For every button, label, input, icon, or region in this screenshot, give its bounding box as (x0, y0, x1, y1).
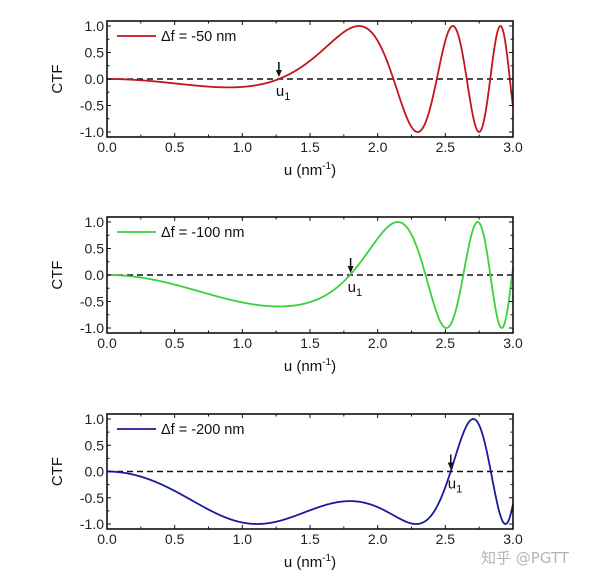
arrow-head-icon (447, 462, 454, 470)
y-tick-label: 0.0 (85, 267, 105, 283)
watermark: 知乎 @PGTT (481, 549, 569, 567)
x-tick-label: 0.0 (97, 139, 117, 155)
x-tick-label: 1.5 (300, 139, 320, 155)
y-tick-label: 0.5 (85, 241, 105, 257)
ctf-curve (107, 418, 514, 525)
x-tick-label: 3.0 (503, 139, 523, 155)
x-tick-label: 2.5 (436, 335, 456, 351)
y-tick-label: 1.0 (85, 411, 105, 427)
x-tick-label: 2.0 (368, 335, 388, 351)
legend-label: Δf = -100 nm (161, 225, 244, 241)
ctf-panel-1: 0.0 0.5 1.0 1.5 2.0 2.5 3.0 1.0 0.5 0.0 -0.5 -1.0 CT… (49, 18, 523, 179)
legend-label: Δf = -200 nm (161, 422, 244, 438)
ctf-curve (107, 25, 514, 133)
ctf-curve (107, 221, 514, 329)
y-tick-label: 0.5 (85, 437, 105, 453)
x-tick-label: 1.0 (233, 335, 253, 351)
legend-label: Δf = -50 nm (161, 29, 236, 45)
y-tick-label: -0.5 (80, 490, 104, 506)
x-tick-label: 2.5 (436, 531, 456, 547)
x-axis-label: u (nm-1) (284, 553, 336, 571)
x-tick-label: 2.5 (436, 139, 456, 155)
y-tick-label: 0.5 (85, 45, 105, 61)
x-tick-label: 2.0 (368, 139, 388, 155)
u1-annotation: u1 (448, 476, 462, 496)
y-tick-label: -0.5 (80, 294, 104, 310)
x-tick-label: 0.0 (97, 335, 117, 351)
x-axis-label: u (nm-1) (284, 161, 336, 179)
x-tick-label: 1.0 (233, 139, 253, 155)
y-axis-label: CTF (49, 260, 66, 289)
x-tick-label: 1.5 (300, 335, 320, 351)
x-axis-label: u (nm-1) (284, 357, 336, 375)
y-tick-label: -1.0 (80, 124, 104, 140)
ctf-panel-2: 0.0 0.5 1.0 1.5 2.0 2.5 3.0 1.0 0.5 0.0 -0.5 -1.0 CT… (49, 214, 523, 375)
x-tick-label: 0.5 (165, 139, 185, 155)
y-tick-label: 1.0 (85, 214, 105, 230)
x-tick-label: 0.0 (97, 531, 117, 547)
y-axis-label: CTF (49, 64, 66, 93)
y-tick-label: 0.0 (85, 71, 105, 87)
x-tick-label: 0.5 (165, 335, 185, 351)
u1-annotation: u1 (348, 279, 362, 299)
arrow-head-icon (275, 70, 282, 77)
x-tick-label: 3.0 (503, 531, 523, 547)
y-axis-label: CTF (49, 457, 66, 486)
arrow-head-icon (347, 266, 354, 273)
x-tick-label: 0.5 (165, 531, 185, 547)
ctf-panel-3: 0.0 0.5 1.0 1.5 2.0 2.5 3.0 1.0 0.5 0.0 -0.5 -1.0 CT… (49, 411, 523, 571)
x-tick-label: 1.5 (300, 531, 320, 547)
x-tick-label: 1.0 (233, 531, 253, 547)
y-tick-label: -1.0 (80, 516, 104, 532)
y-tick-label: -1.0 (80, 320, 104, 336)
x-tick-label: 2.0 (368, 531, 388, 547)
x-tick-label: 3.0 (503, 335, 523, 351)
y-tick-label: 1.0 (85, 18, 105, 34)
y-tick-label: -0.5 (80, 98, 104, 114)
y-tick-label: 0.0 (85, 464, 105, 480)
u1-annotation: u1 (276, 83, 290, 103)
